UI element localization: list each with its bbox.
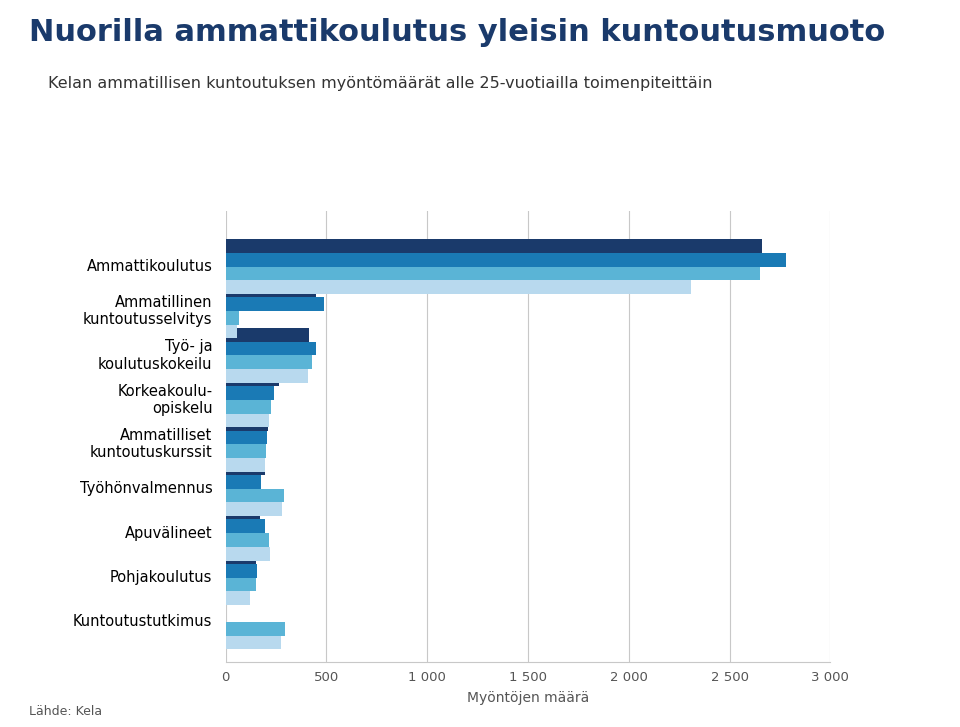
Bar <box>226 372 279 386</box>
Bar <box>226 550 255 564</box>
Bar <box>226 430 267 444</box>
Bar <box>226 414 269 427</box>
Bar <box>226 325 237 339</box>
Bar <box>226 577 255 591</box>
Bar <box>226 239 762 253</box>
Bar <box>226 284 317 297</box>
Bar <box>226 369 308 383</box>
Bar <box>226 386 274 400</box>
Bar <box>226 564 257 577</box>
Bar <box>226 547 270 561</box>
Bar <box>226 506 260 519</box>
Bar <box>226 311 239 325</box>
Bar <box>226 356 312 369</box>
Bar <box>226 591 250 605</box>
Bar <box>226 253 786 267</box>
Bar <box>226 622 285 635</box>
Bar <box>226 342 317 356</box>
Bar <box>226 297 324 311</box>
Text: Lähde: Kela: Lähde: Kela <box>29 705 102 718</box>
Text: Kelan ammatillisen kuntoutuksen myöntömäärät alle 25-vuotiailla toimenpiteittäin: Kelan ammatillisen kuntoutuksen myöntömä… <box>48 76 712 92</box>
Bar <box>226 281 691 294</box>
Bar <box>226 458 265 472</box>
Bar <box>226 444 266 458</box>
X-axis label: Myöntöjen määrä: Myöntöjen määrä <box>467 691 589 705</box>
Bar <box>226 328 309 342</box>
Bar <box>226 417 268 430</box>
Bar <box>226 635 281 649</box>
Bar <box>226 533 269 547</box>
Bar <box>226 400 271 414</box>
Bar <box>226 267 759 281</box>
Bar <box>226 502 282 516</box>
Bar <box>226 519 265 533</box>
Bar <box>226 475 261 489</box>
Text: Nuorilla ammattikoulutus yleisin kuntoutusmuoto: Nuorilla ammattikoulutus yleisin kuntout… <box>29 18 885 47</box>
Bar <box>226 489 284 502</box>
Bar <box>226 461 265 475</box>
